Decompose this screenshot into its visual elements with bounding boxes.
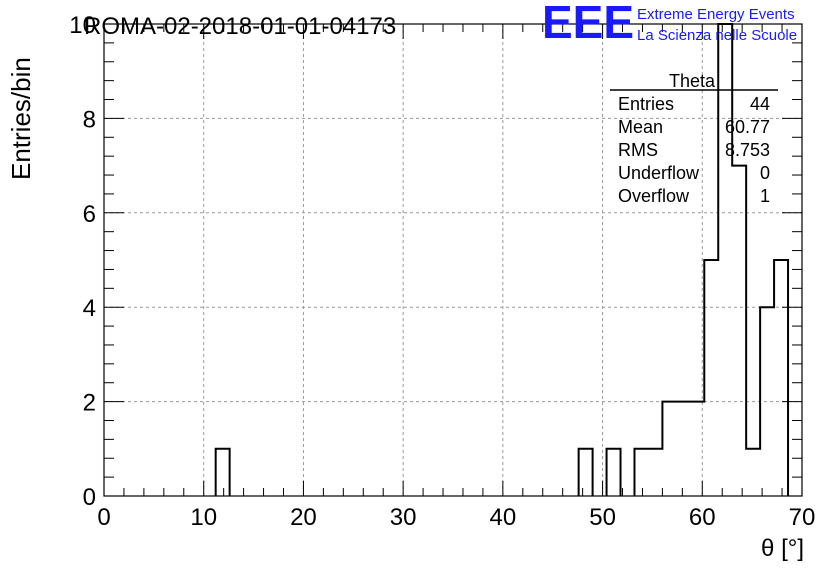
stats-row-value: 44 (750, 94, 770, 114)
histogram-bin (607, 449, 621, 496)
y-axis-label: Entries/bin (6, 57, 36, 180)
stats-row-label: Mean (618, 117, 663, 137)
stats-row-label: Underflow (618, 163, 700, 183)
run-id-title: ROMA-02-2018-01-01-04173 (84, 13, 396, 40)
stats-row-value: 60.77 (725, 117, 770, 137)
x-tick-label: 10 (190, 504, 217, 531)
histogram-bin (732, 166, 746, 496)
histogram-bin (774, 260, 788, 496)
histogram-bin (579, 449, 593, 496)
histogram-bin (634, 449, 648, 496)
histogram-bin (718, 24, 732, 496)
eee-logo: EEE (542, 0, 634, 48)
x-tick-label: 30 (390, 504, 417, 531)
y-tick-label: 6 (83, 201, 96, 228)
x-tick-label: 20 (290, 504, 317, 531)
histogram-bin (676, 402, 690, 496)
y-tick-label: 4 (83, 295, 96, 322)
stats-row-value: 1 (760, 186, 770, 206)
stats-box: Theta Entries 44 Mean 60.77 RMS 8.753 Underflo… (610, 71, 778, 206)
y-tick-label: 2 (83, 390, 96, 417)
grid-lines (104, 24, 802, 496)
y-tick-label: 8 (83, 106, 96, 133)
x-tick-label: 50 (589, 504, 616, 531)
histogram-step-outline (214, 447, 231, 496)
plot-frame (103, 23, 803, 497)
stats-row-label: Entries (618, 94, 674, 114)
x-tick-label: 40 (490, 504, 517, 531)
stats-box-title: Theta (669, 71, 716, 91)
stats-row-label: RMS (618, 140, 658, 160)
stats-row-value: 8.753 (725, 140, 770, 160)
x-axis-label: θ [°] (761, 535, 804, 562)
histogram-step-outline (605, 447, 622, 496)
y-tick-label: 0 (83, 484, 96, 511)
logo-line-2: La Scienza nelle Scuole (637, 27, 797, 44)
x-tick-label: 60 (689, 504, 716, 531)
logo-line-1: Extreme Energy Events (637, 6, 795, 23)
histogram-bin (648, 449, 662, 496)
histogram-bin (216, 449, 230, 496)
x-tick-label: 70 (789, 504, 816, 531)
histogram-bin (746, 449, 760, 496)
axis-ticks (103, 23, 803, 497)
x-tick-label: 0 (97, 504, 110, 531)
y-tick-label: 10 (69, 12, 96, 39)
stats-rows: Entries 44 Mean 60.77 RMS 8.753 Underflow 0 Over… (618, 94, 770, 206)
stats-row-label: Overflow (618, 186, 690, 206)
histogram-bin (662, 402, 676, 496)
stats-row-value: 0 (760, 163, 770, 183)
histogram-step-outline (577, 447, 594, 496)
histogram-bin (704, 260, 718, 496)
